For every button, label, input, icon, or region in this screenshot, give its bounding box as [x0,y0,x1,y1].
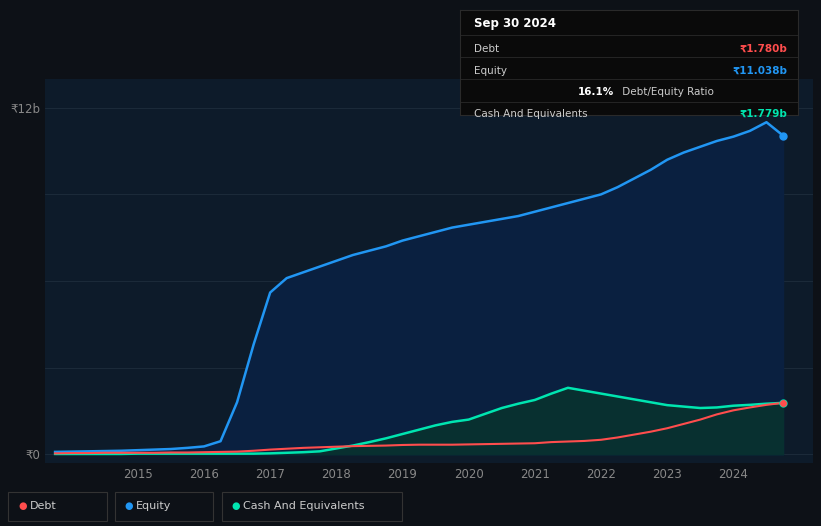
Text: Equity: Equity [136,501,172,511]
Text: Debt: Debt [30,501,57,511]
Text: ●: ● [125,501,133,511]
Text: Debt/Equity Ratio: Debt/Equity Ratio [619,87,713,97]
Text: ●: ● [232,501,240,511]
Text: Equity: Equity [474,66,507,76]
Text: ₹1.780b: ₹1.780b [740,44,788,54]
Text: 16.1%: 16.1% [578,87,615,97]
Text: Cash And Equivalents: Cash And Equivalents [474,109,587,119]
Text: Sep 30 2024: Sep 30 2024 [474,17,556,31]
Text: ₹11.038b: ₹11.038b [733,66,788,76]
Text: ●: ● [18,501,26,511]
Text: Debt: Debt [474,44,498,54]
Text: ₹1.779b: ₹1.779b [740,109,788,119]
Text: Cash And Equivalents: Cash And Equivalents [243,501,365,511]
